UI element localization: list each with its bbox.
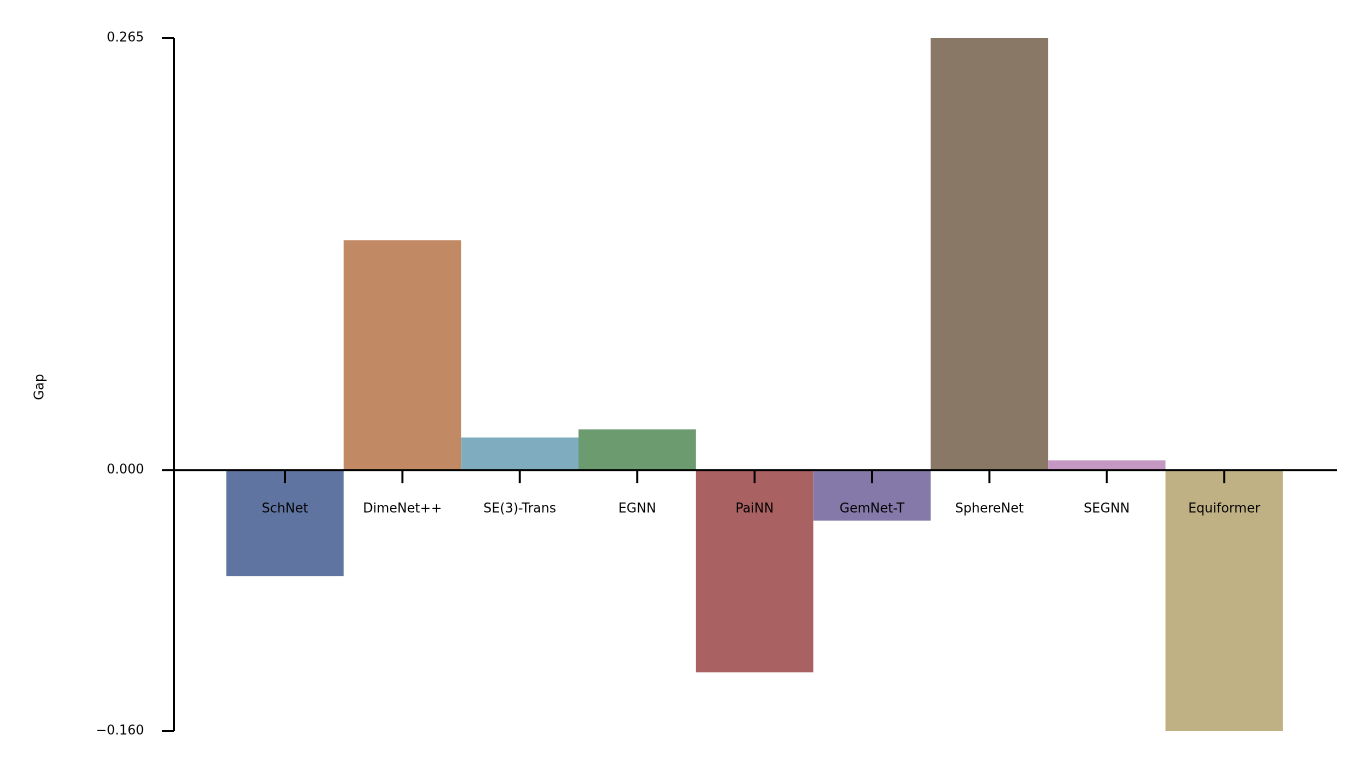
- x-tick-label: Equiformer: [1188, 502, 1261, 517]
- bar: [578, 429, 696, 471]
- x-tick-label: SchNet: [262, 502, 308, 517]
- bar: [695, 470, 814, 673]
- bar: [343, 240, 462, 471]
- bar: [1048, 460, 1166, 471]
- y-tick-label: −0.160: [96, 724, 144, 739]
- x-tick-label: SE(3)-Trans: [483, 502, 556, 517]
- x-tick-label: DimeNet++: [363, 502, 442, 517]
- y-tick-label: 0.000: [107, 463, 144, 478]
- bar: [930, 38, 1049, 471]
- x-tick-label: SphereNet: [955, 502, 1024, 517]
- x-tick-label: PaiNN: [735, 502, 773, 517]
- x-tick-label: EGNN: [618, 502, 656, 517]
- y-axis-label: Gap: [33, 374, 48, 400]
- x-tick-label: SEGNN: [1084, 502, 1130, 517]
- bar: [1165, 470, 1283, 731]
- bar: [461, 437, 579, 471]
- y-tick-label: 0.265: [107, 31, 144, 46]
- x-tick-label: GemNet-T: [840, 502, 905, 517]
- bar: [226, 470, 344, 577]
